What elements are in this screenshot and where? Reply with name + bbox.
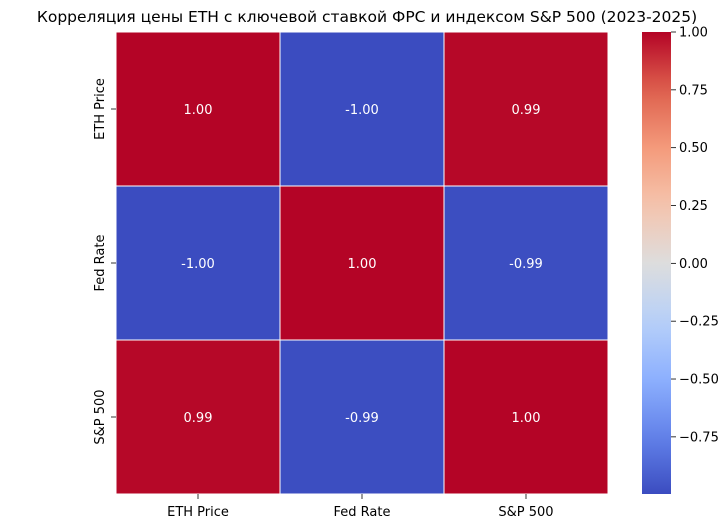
heatmap-cell-0-1 [279, 31, 445, 187]
cell-value-label-2-1: -0.99 [345, 411, 379, 426]
heatmap-cell-1-1 [279, 185, 445, 341]
cell-value-label-0-1: -1.00 [345, 103, 379, 118]
colorbar-tick-label-4: 0.00 [679, 257, 708, 272]
cell-value-label-1-1: 1.00 [348, 257, 377, 272]
colorbar-tick-label-5: −0.25 [679, 315, 719, 330]
y-tick-label-0: ETH Price [93, 78, 108, 140]
heatmap-cell-0-2 [443, 31, 609, 187]
heatmap-cell-2-0 [115, 339, 281, 495]
heatmap-cell-1-0 [115, 185, 281, 341]
colorbar-tick-label-2: 0.50 [679, 141, 708, 156]
colorbar-tick-label-0: 1.00 [679, 26, 708, 41]
heatmap-cell-2-1 [279, 339, 445, 495]
x-axis: ETH Price Fed Rate S&P 500 [167, 494, 554, 520]
colorbar-tick-label-7: −0.75 [679, 430, 719, 445]
colorbar: 1.00 0.75 0.50 0.25 0.00 −0.25 −0.50 −0.75 [642, 26, 719, 494]
y-tick-label-1: Fed Rate [93, 235, 108, 292]
colorbar-tick-label-6: −0.50 [679, 373, 719, 388]
y-axis: ETH Price Fed Rate S&P 500 [93, 78, 116, 445]
colorbar-tick-label-1: 0.75 [679, 83, 708, 98]
cell-value-label-1-2: -0.99 [509, 257, 543, 272]
heatmap-cell-0-0 [115, 31, 281, 187]
cell-value-label-2-0: 0.99 [184, 411, 213, 426]
colorbar-gradient [642, 32, 671, 494]
y-tick-label-2: S&P 500 [93, 389, 108, 444]
colorbar-tick-label-3: 0.25 [679, 199, 708, 214]
x-tick-label-0: ETH Price [167, 505, 229, 520]
heatmap-cells: 1.00 -1.00 0.99 -1.00 1.00 -0.99 0.99 -0.99 1.00 [115, 31, 609, 495]
cell-value-label-2-2: 1.00 [512, 411, 541, 426]
cell-value-label-1-0: -1.00 [181, 257, 215, 272]
x-tick-label-2: S&P 500 [498, 505, 553, 520]
cell-value-label-0-2: 0.99 [512, 103, 541, 118]
colorbar-ticks: 1.00 0.75 0.50 0.25 0.00 −0.25 −0.50 −0.75 [671, 26, 719, 445]
chart-title: Корреляция цены ETH с ключевой ставкой Ф… [37, 8, 697, 26]
heatmap-cell-1-2 [443, 185, 609, 341]
x-tick-label-1: Fed Rate [334, 505, 391, 520]
cell-value-label-0-0: 1.00 [184, 103, 213, 118]
